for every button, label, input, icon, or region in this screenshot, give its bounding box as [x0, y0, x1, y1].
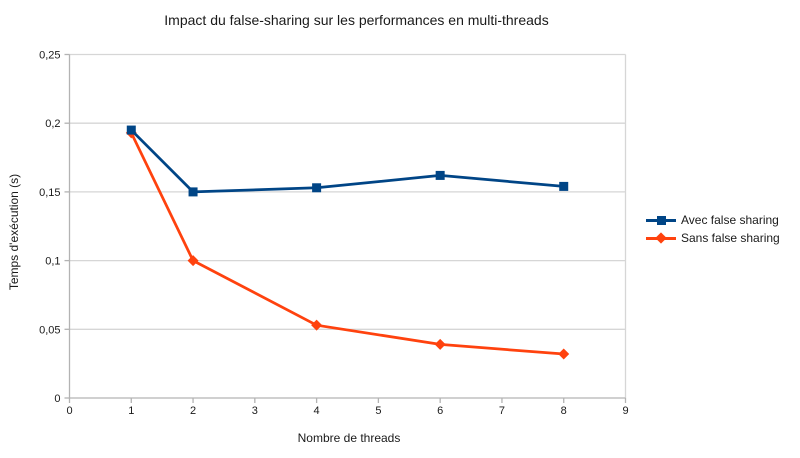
legend-label-avec-false-sharing: Avec false sharing [681, 213, 779, 227]
y-tick-label: 0,05 [39, 324, 60, 336]
data-point-marker [188, 187, 198, 197]
data-point-marker [434, 338, 446, 350]
y-tick-label: 0,2 [45, 118, 60, 130]
x-tick-label: 9 [622, 405, 628, 417]
x-tick-label: 6 [437, 405, 443, 417]
x-tick-label: 4 [314, 405, 320, 417]
x-tick-label: 3 [252, 405, 258, 417]
legend-item-avec-false-sharing: Avec false sharing [646, 211, 780, 229]
data-point-marker [187, 255, 199, 267]
data-point-marker [312, 183, 322, 193]
x-tick-label: 2 [190, 405, 196, 417]
x-tick-label: 5 [375, 405, 381, 417]
x-tick-label: 1 [128, 405, 134, 417]
y-tick-label: 0,25 [39, 50, 60, 62]
y-tick-label: 0,15 [39, 187, 60, 199]
legend-item-sans-false-sharing: Sans false sharing [646, 229, 780, 247]
data-point-marker [311, 319, 323, 331]
data-point-marker [558, 348, 570, 360]
legend: Avec false sharing Sans false sharing [646, 211, 780, 247]
data-point-marker [126, 125, 136, 135]
legend-marker-square-icon [646, 214, 676, 226]
x-tick-label: 0 [66, 405, 72, 417]
legend-marker-diamond-icon [646, 232, 676, 244]
series-line-avec-false-sharing [129, 128, 566, 194]
x-tick-label: 7 [499, 405, 505, 417]
chart-title: Impact du false-sharing sur les performa… [164, 12, 549, 28]
x-tick-label: 8 [561, 405, 567, 417]
series-line-sans-false-sharing [129, 131, 566, 356]
y-tick-label: 0 [54, 393, 60, 405]
data-point-marker [559, 181, 569, 191]
y-axis-title: Temps d'exécution (s) [7, 173, 21, 291]
y-tick-label: 0,1 [45, 256, 60, 268]
x-axis-title: Nombre de threads [297, 431, 401, 445]
data-point-marker [435, 170, 445, 180]
legend-label-sans-false-sharing: Sans false sharing [681, 231, 780, 245]
